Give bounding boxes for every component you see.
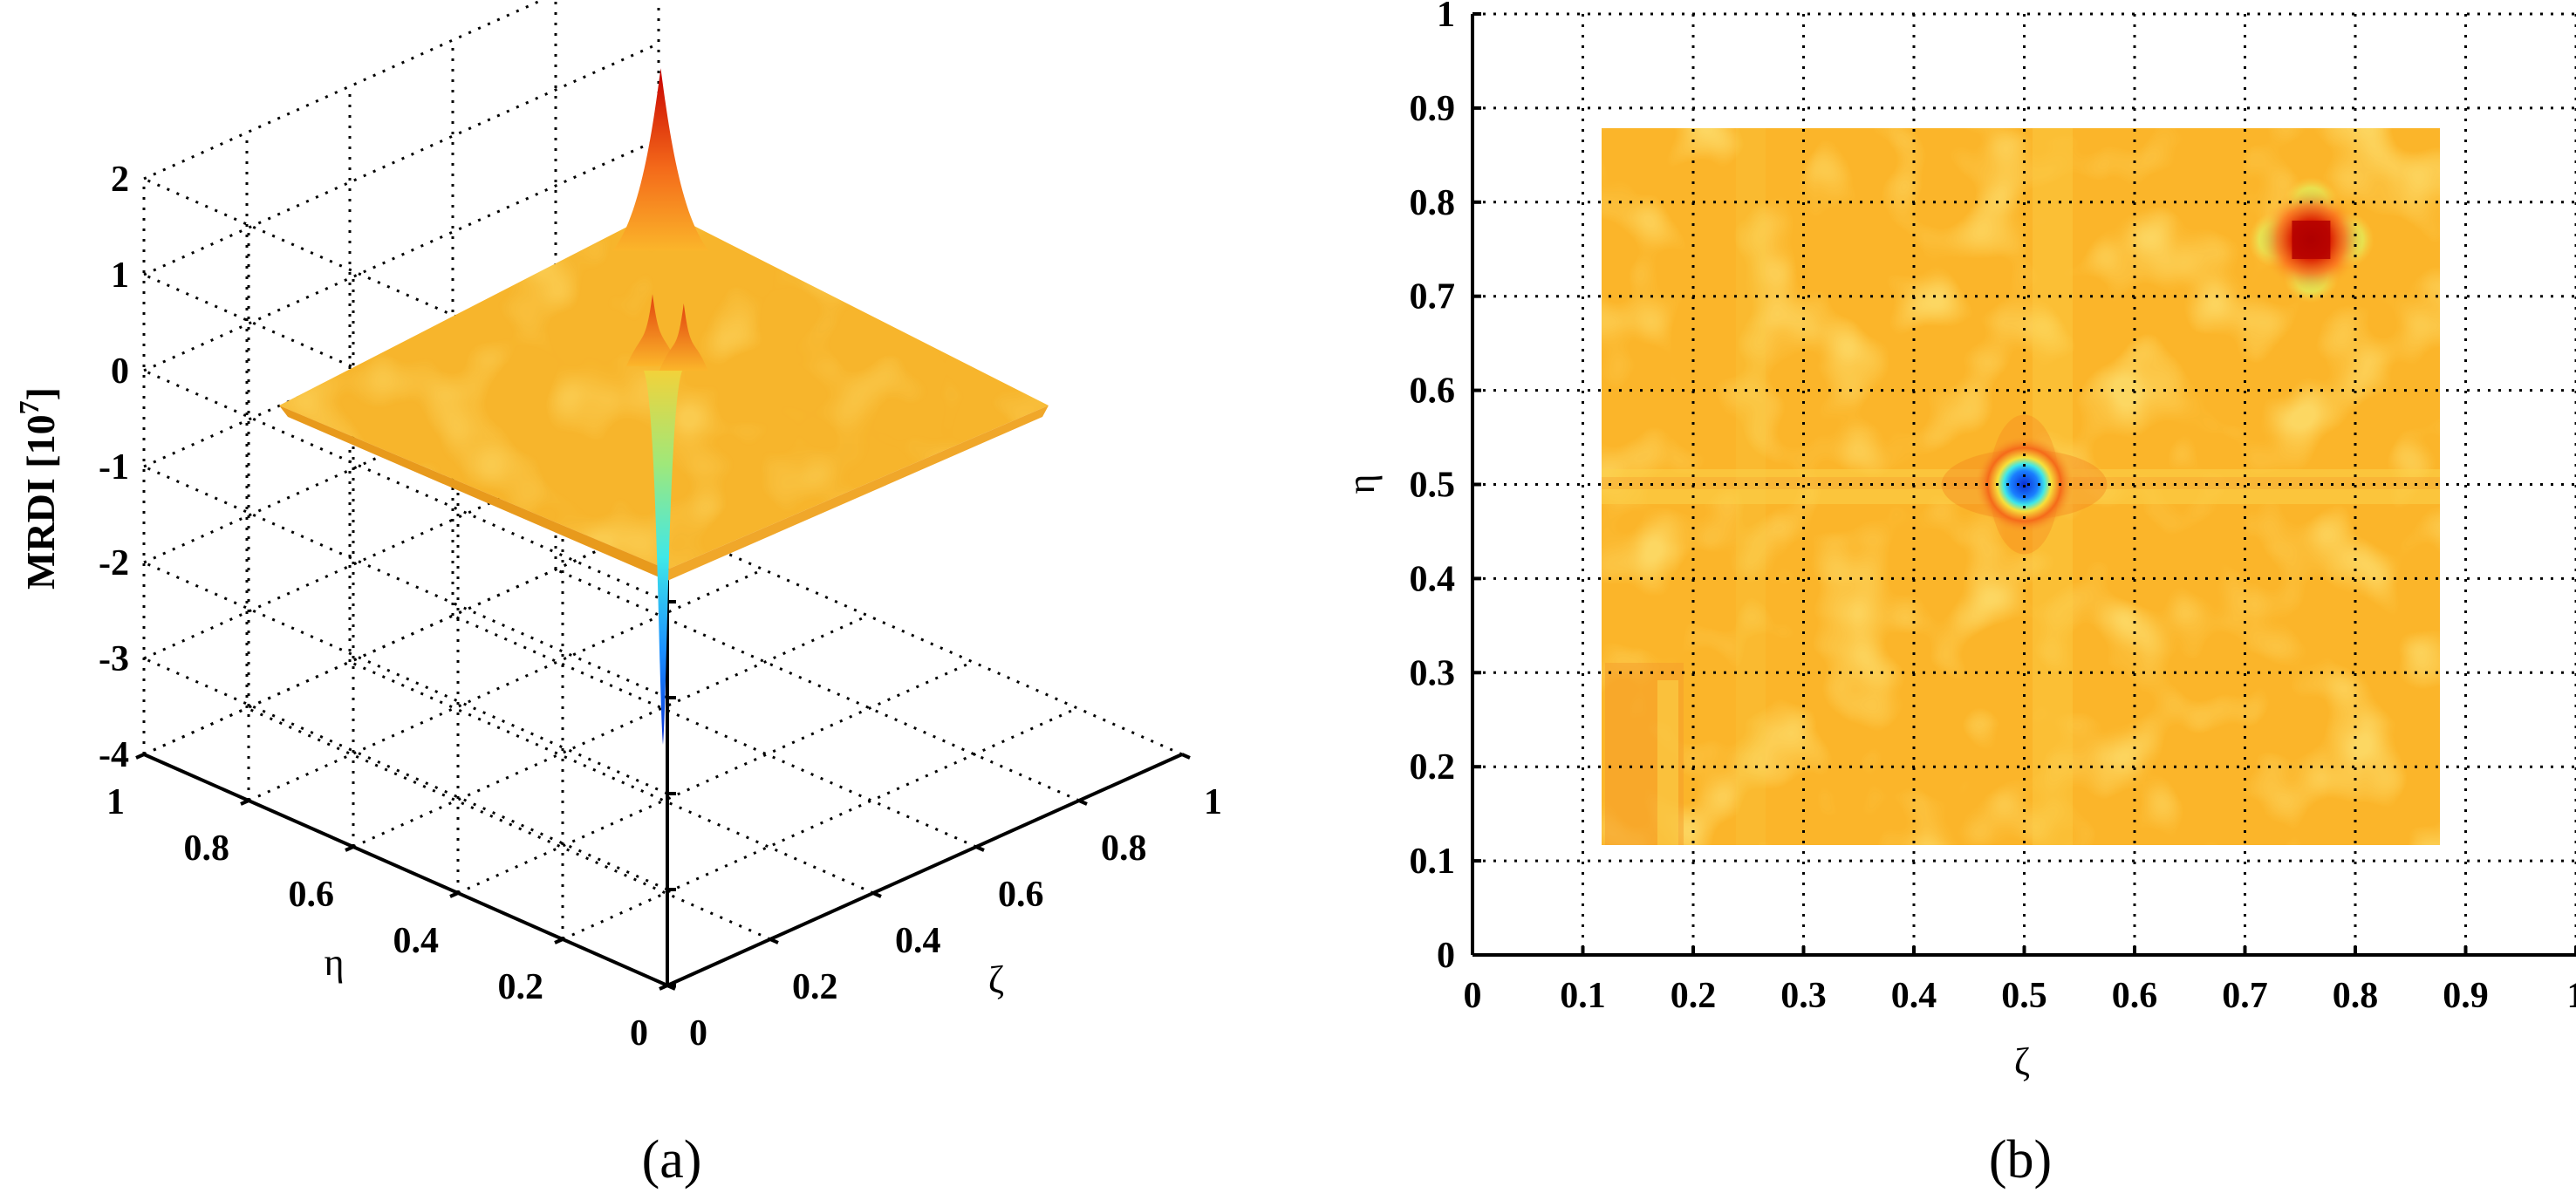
x-tick-label: 0.2 bbox=[792, 967, 838, 1007]
y-tick-label: 0.8 bbox=[184, 828, 230, 869]
y-tick-label: 0 bbox=[630, 1013, 648, 1053]
heatmap-y-tick-label: 0.9 bbox=[1410, 89, 1456, 129]
y-tick-label: 0.4 bbox=[393, 921, 440, 961]
surface-z-label-group: MRDI [107] bbox=[13, 387, 63, 590]
y-tick-mark bbox=[136, 754, 144, 758]
heatmap-y-label-group: η bbox=[1340, 474, 1383, 494]
y-tick-mark bbox=[555, 939, 563, 943]
heatmap-y-tick-label: 0.7 bbox=[1410, 277, 1456, 317]
y-tick-mark bbox=[659, 985, 667, 989]
y-tick-mark bbox=[241, 801, 249, 804]
heatmap-y-tick-label: 0.8 bbox=[1410, 183, 1456, 223]
heatmap-y-tick-label: 0.1 bbox=[1410, 842, 1456, 882]
wall-gridline bbox=[144, 44, 659, 275]
heatmap-x-tick-label: 1 bbox=[2567, 976, 2576, 1016]
y-tick-label: 1 bbox=[106, 782, 125, 822]
x-tick-mark bbox=[873, 893, 881, 897]
x-tick-label: 0 bbox=[689, 1013, 707, 1053]
heatmap-chart: 0 0.1 0.2 0.3 0.4 0.5 0.6 0.7 0.8 0.9 1 0 0.1 0.2 0.3 0… bbox=[1340, 0, 2576, 1190]
heatmap-x-tick-label: 0.1 bbox=[1560, 976, 1606, 1016]
wall-gridline bbox=[144, 0, 659, 179]
heatmap-y-tick-label: 0.5 bbox=[1410, 466, 1456, 506]
x-tick-label: 1 bbox=[1204, 782, 1222, 822]
wall-gridline bbox=[144, 523, 659, 754]
heatmap-hotspot-max-core bbox=[2292, 221, 2330, 259]
heatmap-x-tick-label: 0.7 bbox=[2222, 976, 2268, 1016]
z-tick-label: 2 bbox=[111, 160, 129, 200]
x-tick-label: 0.8 bbox=[1101, 828, 1147, 869]
heatmap-x-tick-label: 0.4 bbox=[1891, 976, 1937, 1016]
z-tick-label: 1 bbox=[111, 256, 129, 296]
heatmap-x-label: ζ bbox=[2014, 1040, 2030, 1083]
heatmap-y-tick-label: 0.3 bbox=[1410, 653, 1456, 693]
floor-gridline bbox=[453, 616, 976, 847]
z-tick-label: -3 bbox=[99, 639, 129, 679]
y-tick-mark bbox=[345, 847, 353, 850]
wall-gridline bbox=[144, 562, 667, 794]
y-tick-label: 0.2 bbox=[498, 967, 544, 1007]
heatmap-stripe bbox=[1736, 128, 1766, 845]
surface-plot bbox=[262, 68, 1064, 745]
heatmap-x-tick-label: 0 bbox=[1464, 976, 1482, 1016]
heatmap-x-tick-label: 0.2 bbox=[1671, 976, 1717, 1016]
heatmap-y-tick-label: 0.4 bbox=[1410, 559, 1456, 599]
y-tick-label: 0.6 bbox=[289, 875, 335, 915]
heatmap-x-tick-label: 0.6 bbox=[2112, 976, 2158, 1016]
floor-gridline bbox=[353, 616, 868, 847]
surface-z-label: MRDI [107] bbox=[13, 387, 63, 590]
x-tick-label: 0.4 bbox=[895, 921, 941, 961]
heatmap-stripe bbox=[1657, 680, 1678, 845]
x-tick-label: 0.6 bbox=[998, 875, 1044, 915]
floor-gridline bbox=[458, 662, 973, 893]
panel-b-caption: (b) bbox=[1989, 1130, 2052, 1190]
x-tick-mark bbox=[1079, 801, 1087, 804]
heatmap-y-label: η bbox=[1340, 474, 1383, 494]
floor-gridline bbox=[556, 569, 1079, 801]
surface-y-label: η bbox=[324, 941, 344, 984]
x-tick-mark bbox=[1182, 754, 1190, 758]
heatmap-y-tick-label: 0 bbox=[1437, 936, 1455, 976]
heatmap-image bbox=[1602, 128, 2440, 845]
z-tick-label: -2 bbox=[99, 543, 129, 583]
surface-peak bbox=[612, 68, 708, 250]
heatmap-x-tick-label: 0.9 bbox=[2443, 976, 2489, 1016]
y-tick-mark bbox=[450, 893, 458, 897]
z-tick-label: -4 bbox=[99, 735, 129, 775]
heatmap-y-tick-label: 0.2 bbox=[1410, 747, 1456, 788]
heatmap-x-tick-label: 0.5 bbox=[2001, 976, 2047, 1016]
panel-a-caption: (a) bbox=[642, 1130, 702, 1190]
z-tick-label: -1 bbox=[99, 447, 129, 488]
z-tick-label: 0 bbox=[111, 351, 129, 392]
heatmap-x-tick-label: 0.3 bbox=[1780, 976, 1827, 1016]
floor-gridline bbox=[659, 523, 1182, 754]
x-tick-mark bbox=[770, 939, 778, 943]
heatmap-y-tick-label: 1 bbox=[1437, 0, 1455, 35]
heatmap-y-tick-label: 0.6 bbox=[1410, 372, 1456, 412]
x-tick-mark bbox=[976, 847, 984, 850]
floor-gridline bbox=[350, 662, 873, 893]
surface-chart: 00.20.40.60.8100.20.40.60.81-4-3-2-1012 … bbox=[13, 0, 1222, 1190]
heatmap-x-tick-label: 0.8 bbox=[2333, 976, 2379, 1016]
surface-x-label: ζ bbox=[988, 958, 1004, 1001]
floor-gridline bbox=[249, 569, 763, 801]
